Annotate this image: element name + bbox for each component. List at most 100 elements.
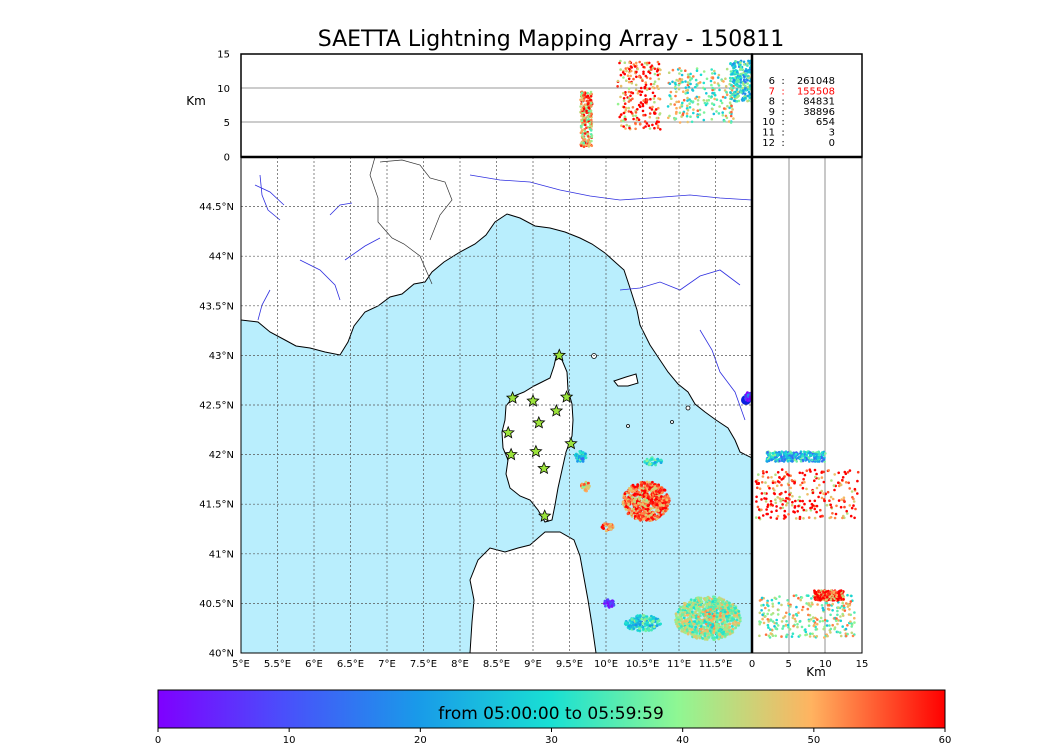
lightning-source [763, 497, 766, 500]
lightning-source [587, 135, 590, 138]
lightning-source [699, 603, 703, 607]
lightning-source [764, 606, 767, 610]
count-value: 38896 [803, 107, 835, 118]
lightning-source [604, 529, 608, 533]
lightning-source [737, 610, 741, 613]
lightning-source [631, 502, 635, 506]
lightning-source [590, 118, 593, 122]
lightning-source [716, 605, 719, 608]
lightning-source [624, 497, 628, 501]
lightning-source [590, 112, 593, 116]
lightning-source [694, 85, 697, 89]
lightning-source [711, 91, 714, 95]
lightning-source [590, 144, 594, 148]
lightning-source [654, 497, 658, 501]
lightning-source [627, 509, 631, 512]
lightning-source [813, 499, 817, 503]
lightning-source [651, 511, 655, 514]
lightning-source [660, 491, 664, 495]
lightning-source [771, 605, 775, 608]
lightning-source [675, 78, 678, 82]
lightning-source [846, 471, 850, 474]
lightning-source [730, 83, 733, 87]
lightning-source [643, 481, 646, 485]
station-star-icon [501, 425, 515, 439]
lightning-source [841, 516, 844, 520]
lightning-source [848, 487, 851, 490]
altitude-tick-label: 10 [217, 84, 230, 95]
lightning-source [728, 622, 732, 626]
count-stations: 11 [762, 128, 775, 139]
count-value: 654 [816, 117, 835, 128]
lightning-source [645, 617, 649, 621]
lightning-source [625, 123, 628, 127]
river-tiber [699, 329, 746, 421]
lightning-source [588, 121, 591, 125]
lightning-source [632, 117, 635, 121]
lightning-source [773, 625, 776, 628]
lightning-source [732, 609, 735, 613]
lightning-source [715, 619, 719, 622]
lightning-source [691, 633, 694, 637]
lightning-source [744, 84, 747, 88]
lightning-source [645, 498, 649, 502]
lightning-source [659, 461, 663, 464]
lightning-source [628, 493, 632, 497]
lightning-source [720, 101, 724, 105]
lightning-source [853, 616, 856, 620]
lightning-source [723, 89, 727, 92]
lightning-source [808, 635, 812, 638]
lightning-source [728, 609, 732, 613]
lightning-source [702, 111, 706, 114]
lightning-source [729, 604, 733, 608]
lightning-source [584, 103, 587, 107]
lightning-source [710, 83, 713, 87]
lightning-source [766, 601, 769, 605]
lightning-source [740, 98, 744, 101]
lightning-source [762, 621, 766, 625]
lightning-source [642, 113, 645, 117]
lightning-source [723, 620, 727, 624]
lightning-source [710, 619, 713, 623]
lightning-source [837, 619, 840, 622]
lon-tick-label: 10.5°E [626, 659, 660, 670]
lightning-source [825, 503, 829, 507]
lightning-source [723, 605, 727, 609]
lightning-source [737, 79, 741, 83]
lightning-source [841, 625, 844, 628]
lightning-source [723, 634, 727, 637]
lightning-source [826, 607, 830, 611]
lightning-source [813, 516, 817, 520]
count-stations: 8 [769, 97, 775, 108]
lightning-source [790, 452, 793, 455]
lightning-source [583, 119, 586, 123]
lightning-source [837, 471, 840, 475]
lightning-source [804, 633, 807, 637]
lightning-source [746, 64, 749, 67]
lightning-source [794, 517, 798, 520]
lightning-source [829, 627, 833, 631]
lightning-source [677, 83, 681, 87]
lightning-source [653, 112, 656, 115]
station-markers [501, 348, 578, 522]
lightning-source [642, 126, 645, 130]
lightning-source [812, 454, 816, 457]
altitude-tick-labels: 0 5 10 15 [217, 50, 230, 164]
lightning-source [770, 458, 774, 461]
lightning-source [632, 77, 635, 81]
lightning-source [661, 507, 665, 510]
lightning-source [678, 67, 681, 70]
lightning-source [787, 625, 790, 629]
lightning-source [641, 502, 644, 506]
lightning-source [802, 517, 805, 520]
lightning-source [674, 81, 677, 85]
lon-tick-label: 9°E [524, 659, 542, 670]
lightning-source [725, 67, 729, 71]
lightning-source [743, 92, 747, 96]
lightning-source [803, 502, 806, 506]
lightning-source [712, 630, 716, 633]
lightning-source [833, 626, 837, 629]
lightning-source [786, 459, 790, 463]
lightning-source [627, 499, 630, 503]
lightning-source [608, 600, 611, 604]
